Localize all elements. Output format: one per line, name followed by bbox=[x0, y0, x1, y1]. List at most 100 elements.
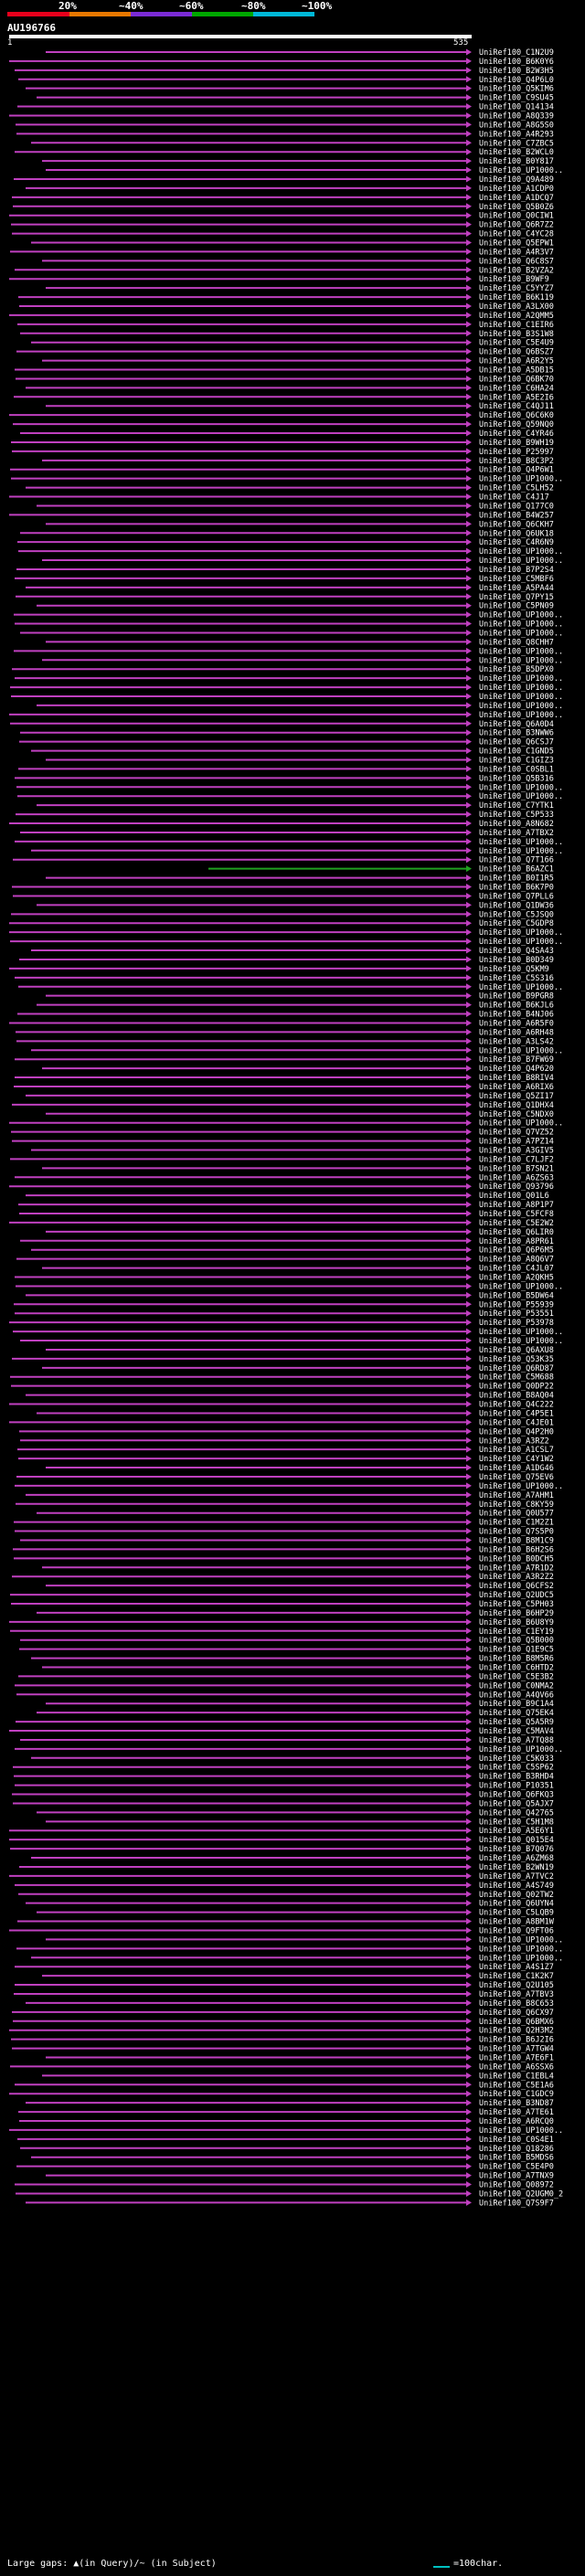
hit-label[interactable]: UniRef100_UP1000.. bbox=[479, 838, 563, 847]
hit-label[interactable]: UniRef100_B8RIV4 bbox=[479, 1074, 554, 1083]
hit-label[interactable]: UniRef100_Q5B316 bbox=[479, 774, 554, 783]
hit-label[interactable]: UniRef100_UP1000.. bbox=[479, 1954, 563, 1963]
hit-label[interactable]: UniRef100_C5JSQ0 bbox=[479, 910, 554, 919]
hit-label[interactable]: UniRef100_A3LX00 bbox=[479, 302, 554, 312]
hit-label[interactable]: UniRef100_C5E3B2 bbox=[479, 1672, 554, 1681]
hit-label[interactable]: UniRef100_A2QMM5 bbox=[479, 312, 554, 321]
hit-label[interactable]: UniRef100_UP1000.. bbox=[479, 1046, 563, 1055]
hit-label[interactable]: UniRef100_A6ZM68 bbox=[479, 1854, 554, 1863]
hit-label[interactable]: UniRef100_B6K7P0 bbox=[479, 884, 554, 893]
hit-label[interactable]: UniRef100_A1CSL7 bbox=[479, 1446, 554, 1455]
hit-label[interactable]: UniRef100_Q18286 bbox=[479, 2145, 554, 2154]
hit-label[interactable]: UniRef100_B7FW69 bbox=[479, 1055, 554, 1065]
hit-label[interactable]: UniRef100_C1GIZ3 bbox=[479, 757, 554, 766]
hit-label[interactable]: UniRef100_Q7T166 bbox=[479, 856, 554, 865]
hit-label[interactable]: UniRef100_A7AHM1 bbox=[479, 1491, 554, 1500]
hit-label[interactable]: UniRef100_B5MDS6 bbox=[479, 2154, 554, 2163]
hit-label[interactable]: UniRef100_C5PH03 bbox=[479, 1600, 554, 1609]
hit-label[interactable]: UniRef100_Q7PY15 bbox=[479, 593, 554, 602]
hit-label[interactable]: UniRef100_A3RZ2 bbox=[479, 1436, 549, 1446]
hit-label[interactable]: UniRef100_Q4C222 bbox=[479, 1401, 554, 1410]
hit-label[interactable]: UniRef100_A7TGW4 bbox=[479, 2045, 554, 2054]
hit-label[interactable]: UniRef100_A7R1D2 bbox=[479, 1564, 554, 1573]
hit-label[interactable]: UniRef100_Q4P6L0 bbox=[479, 76, 554, 85]
hit-label[interactable]: UniRef100_Q7S9F7 bbox=[479, 2199, 554, 2208]
hit-label[interactable]: UniRef100_UP1000.. bbox=[479, 1337, 563, 1346]
hit-label[interactable]: UniRef100_A3GIV5 bbox=[479, 1146, 554, 1155]
hit-label[interactable]: UniRef100_Q08972 bbox=[479, 2181, 554, 2190]
hit-label[interactable]: UniRef100_B2WN19 bbox=[479, 1863, 554, 1872]
hit-label[interactable]: UniRef100_Q7S5P0 bbox=[479, 1528, 554, 1537]
hit-label[interactable]: UniRef100_C4J17 bbox=[479, 493, 549, 503]
hit-label[interactable]: UniRef100_C4JE01 bbox=[479, 1418, 554, 1427]
hit-label[interactable]: UniRef100_Q5KM9 bbox=[479, 965, 549, 974]
hit-label[interactable]: UniRef100_B5DPX0 bbox=[479, 665, 554, 674]
hit-label[interactable]: UniRef100_UP1000.. bbox=[479, 656, 563, 665]
hit-label[interactable]: UniRef100_Q4SA43 bbox=[479, 947, 554, 956]
hit-label[interactable]: UniRef100_Q5AJX7 bbox=[479, 1799, 554, 1808]
hit-label[interactable]: UniRef100_A4R3V7 bbox=[479, 248, 554, 257]
hit-label[interactable]: UniRef100_B8AQ04 bbox=[479, 1392, 554, 1401]
hit-label[interactable]: UniRef100_UP1000.. bbox=[479, 2126, 563, 2136]
hit-label[interactable]: UniRef100_C1EBL4 bbox=[479, 2072, 554, 2081]
hit-label[interactable]: UniRef100_Q015E4 bbox=[479, 1836, 554, 1845]
hit-label[interactable]: UniRef100_Q6FKQ3 bbox=[479, 1791, 554, 1800]
hit-label[interactable]: UniRef100_Q5B0Z6 bbox=[479, 203, 554, 212]
hit-label[interactable]: UniRef100_A8Q339 bbox=[479, 111, 554, 121]
hit-label[interactable]: UniRef100_B2WCL0 bbox=[479, 148, 554, 157]
hit-label[interactable]: UniRef100_P10351 bbox=[479, 1782, 554, 1791]
hit-label[interactable]: UniRef100_B6J2I6 bbox=[479, 2036, 554, 2045]
hit-label[interactable]: UniRef100_A5E2I6 bbox=[479, 393, 554, 402]
hit-label[interactable]: UniRef100_C4R6N9 bbox=[479, 538, 554, 547]
hit-label[interactable]: UniRef100_C6HA24 bbox=[479, 384, 554, 393]
hit-label[interactable]: UniRef100_B6K0Y6 bbox=[479, 58, 554, 67]
hit-label[interactable]: UniRef100_B6H2S6 bbox=[479, 1545, 554, 1554]
hit-label[interactable]: UniRef100_UP1000.. bbox=[479, 166, 563, 175]
hit-label[interactable]: UniRef100_A4S749 bbox=[479, 1882, 554, 1891]
hit-label[interactable]: UniRef100_C5S316 bbox=[479, 974, 554, 983]
hit-label[interactable]: UniRef100_C5FCF8 bbox=[479, 1210, 554, 1219]
hit-label[interactable]: UniRef100_UP1000.. bbox=[479, 1945, 563, 1954]
hit-label[interactable]: UniRef100_UP1000.. bbox=[479, 1935, 563, 1945]
hit-label[interactable]: UniRef100_P25997 bbox=[479, 448, 554, 457]
hit-label[interactable]: UniRef100_A5PA44 bbox=[479, 584, 554, 593]
hit-label[interactable]: UniRef100_B9PGR8 bbox=[479, 992, 554, 1002]
hit-label[interactable]: UniRef100_B6KJL6 bbox=[479, 1002, 554, 1011]
hit-label[interactable]: UniRef100_B0D349 bbox=[479, 956, 554, 965]
hit-label[interactable]: UniRef100_Q7VZ52 bbox=[479, 1129, 554, 1138]
hit-label[interactable]: UniRef100_C5YYZ7 bbox=[479, 284, 554, 293]
hit-label[interactable]: UniRef100_A8P1P7 bbox=[479, 1201, 554, 1210]
hit-label[interactable]: UniRef100_C1K2K7 bbox=[479, 1972, 554, 1981]
hit-label[interactable]: UniRef100_A8Q6V7 bbox=[479, 1256, 554, 1265]
hit-label[interactable]: UniRef100_Q6BMX6 bbox=[479, 2018, 554, 2027]
hit-label[interactable]: UniRef100_A6R5F0 bbox=[479, 1019, 554, 1028]
hit-label[interactable]: UniRef100_B4W257 bbox=[479, 511, 554, 520]
hit-label[interactable]: UniRef100_C5MBF6 bbox=[479, 575, 554, 584]
hit-label[interactable]: UniRef100_UP1000.. bbox=[479, 702, 563, 711]
hit-label[interactable]: UniRef100_UP1000.. bbox=[479, 475, 563, 484]
hit-label[interactable]: UniRef100_B6K119 bbox=[479, 293, 554, 302]
hit-label[interactable]: UniRef100_A5DB15 bbox=[479, 366, 554, 376]
hit-label[interactable]: UniRef100_B2VZA2 bbox=[479, 266, 554, 275]
hit-label[interactable]: UniRef100_A7TBX2 bbox=[479, 829, 554, 838]
hit-label[interactable]: UniRef100_B7P2S4 bbox=[479, 566, 554, 575]
hit-label[interactable]: UniRef100_UP1000.. bbox=[479, 647, 563, 656]
hit-label[interactable]: UniRef100_Q6CFS2 bbox=[479, 1582, 554, 1591]
hit-label[interactable]: UniRef100_P53551 bbox=[479, 1309, 554, 1319]
hit-label[interactable]: UniRef100_Q42765 bbox=[479, 1808, 554, 1818]
hit-label[interactable]: UniRef100_B6AZC1 bbox=[479, 865, 554, 875]
hit-label[interactable]: UniRef100_C5E4P0 bbox=[479, 2163, 554, 2172]
hit-label[interactable]: UniRef100_Q75EK4 bbox=[479, 1709, 554, 1718]
hit-label[interactable]: UniRef100_B8M1C9 bbox=[479, 1536, 554, 1545]
hit-label[interactable]: UniRef100_Q6CX97 bbox=[479, 2009, 554, 2018]
hit-label[interactable]: UniRef100_UP1000.. bbox=[479, 938, 563, 947]
hit-label[interactable]: UniRef100_A6R2Y5 bbox=[479, 357, 554, 366]
hit-label[interactable]: UniRef100_A6RH48 bbox=[479, 1028, 554, 1037]
hit-label[interactable]: UniRef100_P53978 bbox=[479, 1319, 554, 1328]
hit-label[interactable]: UniRef100_UP1000.. bbox=[479, 547, 563, 557]
hit-label[interactable]: UniRef100_C5K033 bbox=[479, 1754, 554, 1764]
hit-label[interactable]: UniRef100_C0SBL1 bbox=[479, 765, 554, 774]
hit-label[interactable]: UniRef100_Q6LIR0 bbox=[479, 1228, 554, 1237]
hit-label[interactable]: UniRef100_B2W3H5 bbox=[479, 67, 554, 76]
hit-label[interactable]: UniRef100_A7PZ14 bbox=[479, 1138, 554, 1147]
